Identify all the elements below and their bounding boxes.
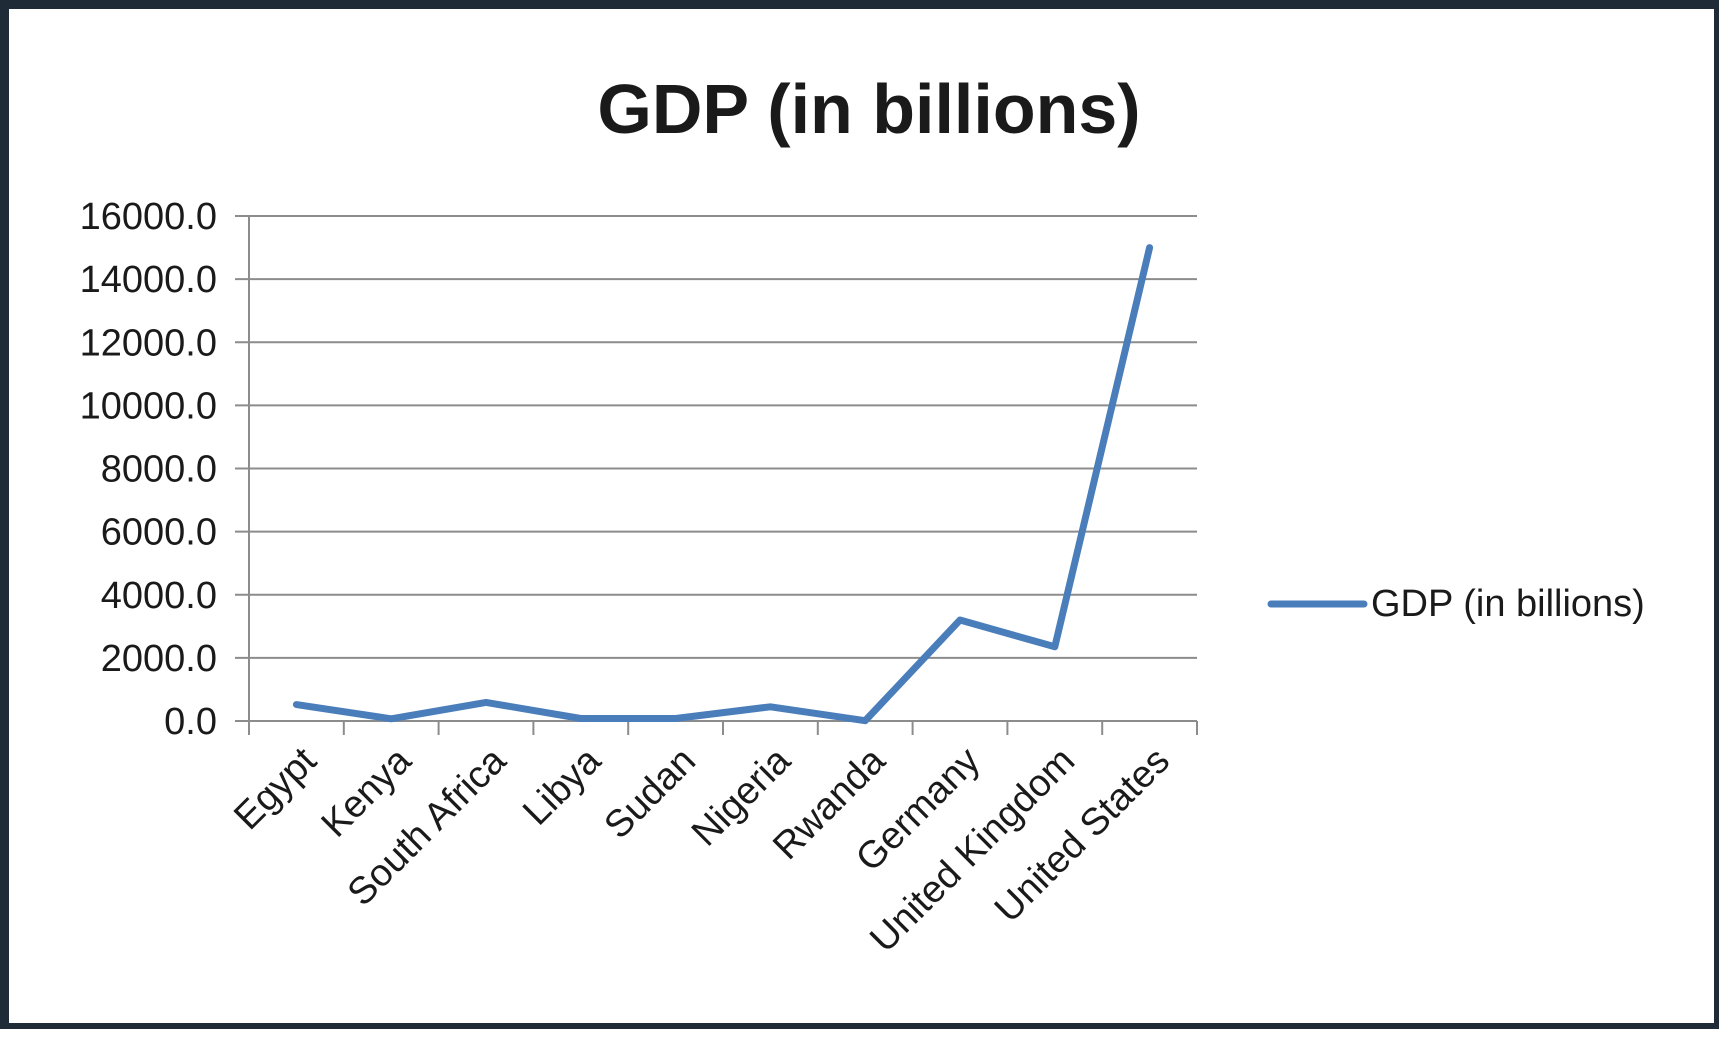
series-line — [296, 248, 1149, 721]
y-tick-label: 16000.0 — [80, 196, 217, 238]
x-tick-label: Libya — [515, 739, 610, 834]
y-tick-labels: 0.0 2000.0 4000.0 6000.0 8000.0 10000.0 12000.… — [80, 196, 217, 743]
y-tick-label: 14000.0 — [80, 259, 217, 301]
y-tick-label: 12000.0 — [80, 322, 217, 364]
y-tick-label: 0.0 — [164, 701, 217, 743]
y-tick-label: 6000.0 — [101, 512, 217, 554]
y-tick-label: 10000.0 — [80, 385, 217, 427]
y-tick-label: 4000.0 — [101, 575, 217, 617]
x-tick-label: Sudan — [597, 740, 704, 847]
gridlines — [235, 216, 1197, 658]
x-tick-label: Egypt — [226, 739, 325, 838]
y-tick-label: 8000.0 — [101, 449, 217, 491]
y-tick-label: 2000.0 — [101, 638, 217, 680]
line-chart: GDP (in billions) 0.0 2000.0 4000.0 6000.0 8… — [9, 9, 1719, 1038]
chart-title: GDP (in billions) — [597, 70, 1140, 148]
series-layer — [296, 247, 1149, 720]
legend: GDP (in billions) — [1271, 583, 1645, 625]
legend-label: GDP (in billions) — [1371, 583, 1645, 625]
